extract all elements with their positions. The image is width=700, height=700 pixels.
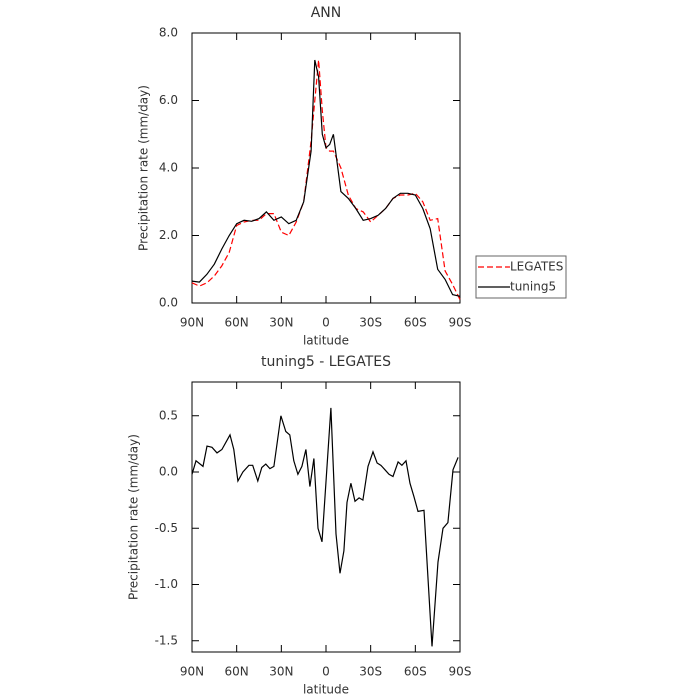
chart-title: tuning5 - LEGATES [261,354,391,370]
x-tick-label: 90N [180,316,204,330]
y-tick-label: -0.5 [155,521,178,535]
x-axis-label: latitude [303,683,349,697]
legend-label: LEGATES [510,260,563,274]
y-tick-label: 8.0 [159,26,178,40]
y-tick-label: 6.0 [159,93,178,107]
y-tick-label: 4.0 [159,161,178,175]
y-axis-label: Precipitation rate (mm/day) [127,434,141,600]
plot-frame [191,32,461,304]
x-tick-label: 30N [269,316,293,330]
x-tick-label: 90N [180,665,204,679]
legend-label: tuning5 [510,280,556,294]
series-line [191,59,461,297]
y-tick-label: -1.0 [155,577,178,591]
x-tick-label: 0 [322,316,330,330]
y-tick-label: 0.0 [159,465,178,479]
x-tick-label: 30S [359,665,382,679]
chart-title: ANN [311,5,342,21]
y-tick-label: 2.0 [159,228,178,242]
legend-box [475,255,567,299]
series-line [191,59,461,300]
x-tick-label: 30N [269,665,293,679]
x-tick-label: 0 [322,665,330,679]
x-tick-label: 60N [225,665,249,679]
y-tick-label: 0.0 [159,296,178,310]
x-tick-label: 90S [449,665,472,679]
x-tick-label: 90S [449,316,472,330]
y-tick-label: 0.5 [159,408,178,422]
x-tick-label: 60S [404,316,427,330]
x-tick-label: 60N [225,316,249,330]
x-tick-label: 60S [404,665,427,679]
x-tick-label: 30S [359,316,382,330]
y-tick-label: -1.5 [155,633,178,647]
x-axis-label: latitude [303,334,349,348]
plot-frame [191,381,461,653]
y-axis-label: Precipitation rate (mm/day) [137,85,151,251]
data-line [191,407,459,647]
